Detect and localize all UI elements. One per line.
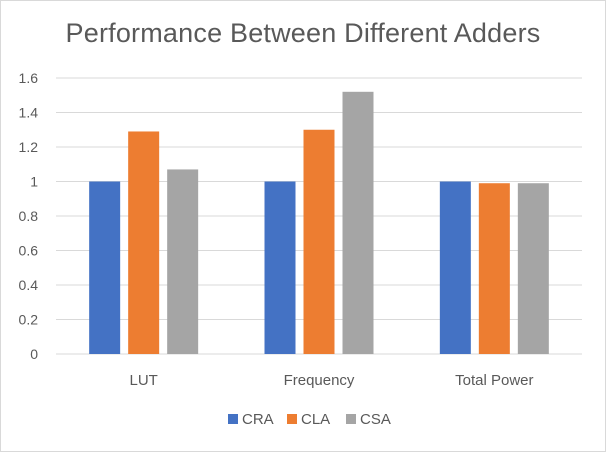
x-category-label: Total Power	[455, 372, 533, 389]
legend-swatch-cla	[287, 414, 297, 424]
bar-csa-lut	[167, 169, 199, 354]
x-category-label: LUT	[129, 372, 157, 389]
y-tick-label: 0.8	[19, 208, 39, 224]
legend-swatch-cra	[228, 414, 238, 424]
y-tick-label: 0.4	[19, 277, 39, 293]
x-category-label: Frequency	[284, 372, 355, 389]
bar-cra-total-power	[439, 181, 471, 354]
y-tick-label: 0	[30, 346, 38, 362]
x-axis-category-labels: LUT Frequency Total Power	[129, 372, 533, 389]
y-tick-label: 0.2	[19, 312, 39, 328]
bar-csa-frequency	[342, 91, 374, 355]
bar-cra-lut	[89, 181, 121, 354]
legend-swatch-csa	[346, 414, 356, 424]
y-tick-label: 1.4	[19, 105, 39, 121]
legend-label-cla: CLA	[301, 411, 330, 428]
bar-cla-total-power	[478, 183, 510, 354]
y-axis-tick-labels: 0 0.2 0.4 0.6 0.8 1 1.2 1.4 1.6	[19, 70, 39, 362]
legend: CRA CLA CSA	[228, 411, 391, 428]
bar-cla-frequency	[303, 129, 335, 354]
y-tick-label: 0.6	[19, 243, 39, 259]
bars	[89, 91, 549, 355]
chart-title: Performance Between Different Adders	[65, 18, 541, 48]
y-tick-label: 1.2	[19, 139, 39, 155]
y-tick-label: 1.6	[19, 70, 39, 86]
bar-csa-total-power	[517, 183, 549, 354]
y-tick-label: 1	[30, 174, 38, 190]
bar-cra-frequency	[264, 181, 296, 354]
legend-label-cra: CRA	[242, 411, 274, 428]
legend-label-csa: CSA	[360, 411, 391, 428]
bar-cla-lut	[128, 131, 160, 354]
